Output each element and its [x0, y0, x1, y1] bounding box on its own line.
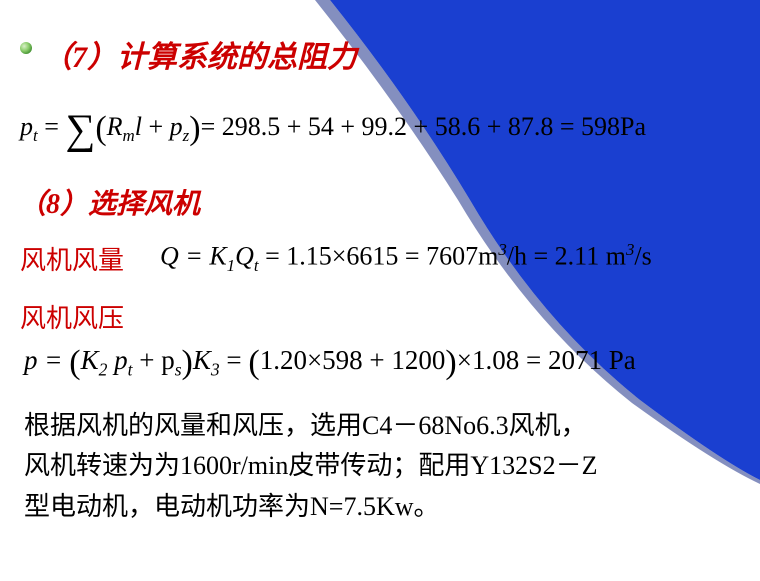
q-sup1: 3 [498, 240, 506, 259]
formula-p: p = (K2 pt + ps)K3 = (1.20×598 + 1200)×1… [24, 344, 636, 382]
label-pressure: 风机风压 [20, 298, 124, 335]
body-line-1: 根据风机的风量和风压，选用C4－68No6.3风机， [24, 406, 714, 446]
q-k1: 1 [227, 256, 235, 275]
q-qt: Q [235, 242, 254, 271]
rm-var: R [107, 112, 123, 141]
body-line-3: 型电动机，电动机功率为N=7.5Kw。 [24, 487, 714, 527]
body-line-2: 风机转速为为1600r/min皮带传动；配用Y132S2－Z [24, 446, 714, 486]
q-tail1: /h = 2.11 m [507, 242, 626, 271]
bullet-icon [20, 42, 32, 54]
pt-sub: t [33, 126, 38, 145]
p-pssub: s [175, 359, 182, 379]
pz-sub: z [183, 126, 190, 145]
p-lhs: p = [24, 345, 69, 375]
p-pt: p [107, 345, 127, 375]
p-k3: K [193, 345, 211, 375]
p-tail: ×1.08 = 2071 Pa [457, 345, 636, 375]
p-plus: + p [132, 345, 174, 375]
pt-var: p [20, 112, 33, 141]
pt-values: = 298.5 + 54 + 99.2 + 58.6 + 87.8 = 598P… [201, 112, 646, 141]
body-paragraph: 根据风机的风量和风压，选用C4－68No6.3风机， 风机转速为为1600r/m… [24, 406, 714, 527]
q-vals: = 1.15×6615 = 7607m [259, 242, 499, 271]
rm-sub: m [123, 126, 135, 145]
l-var: l [135, 112, 142, 141]
pz-var: p [170, 112, 183, 141]
q-tail2: /s [634, 242, 651, 271]
p-k2: K [81, 345, 99, 375]
heading-8: （8）选择风机 [18, 182, 200, 222]
formula-pt: pt = ∑(Rml + pz)= 298.5 + 54 + 99.2 + 58… [20, 110, 646, 150]
p-k3sub: 3 [211, 359, 220, 379]
formula-q: Q = K1Qt = 1.15×6615 = 7607m3/h = 2.11 m… [160, 240, 652, 276]
p-eq: = [220, 345, 249, 375]
q-lhs: Q = K [160, 242, 227, 271]
heading-7: （7）计算系统的总阻力 [42, 32, 357, 76]
label-airflow: 风机风量 [20, 240, 124, 277]
p-nums: 1.20×598 + 1200 [260, 345, 446, 375]
